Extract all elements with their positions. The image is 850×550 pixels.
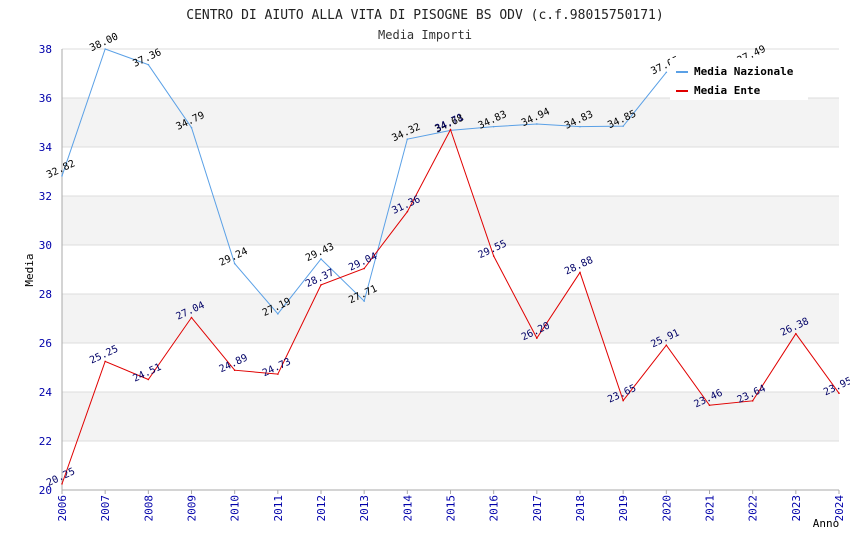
y-tick-label: 28: [39, 288, 52, 301]
x-tick-label: 2019: [617, 495, 630, 522]
data-point-0: [492, 125, 495, 128]
data-point-1: [277, 373, 279, 375]
data-point-1: [61, 483, 63, 485]
y-tick-label: 32: [39, 190, 52, 203]
data-point-0: [320, 258, 322, 260]
x-tick-label: 2021: [704, 495, 717, 522]
grid-band: [62, 294, 839, 343]
data-point-1: [449, 128, 452, 131]
data-point-1: [579, 271, 581, 274]
data-point-0: [665, 71, 668, 74]
x-tick-label: 2006: [56, 495, 69, 522]
y-tick-labels: 20 22 24 26 28 30 32 34 36 38: [39, 43, 53, 497]
x-tick-label: 2015: [445, 495, 458, 522]
data-point-0: [61, 175, 63, 177]
data-point-0: [190, 126, 193, 129]
data-point-1: [536, 337, 538, 339]
y-tick-label: 34: [39, 141, 53, 154]
x-tick-label: 2024: [833, 495, 846, 522]
x-tick-label: 2011: [272, 495, 285, 522]
legend-box: [670, 58, 808, 100]
data-point-1: [363, 267, 365, 270]
grid-band: [62, 392, 839, 441]
chart-title: CENTRO DI AIUTO ALLA VITA DI PISOGNE BS …: [186, 8, 663, 23]
data-point-1: [751, 400, 754, 402]
x-tick-label: 2010: [229, 495, 242, 522]
x-tick-label: 2013: [358, 495, 371, 522]
data-point-0: [622, 125, 624, 127]
data-point-0: [104, 48, 106, 50]
axes: [61, 49, 840, 494]
data-point-1: [406, 210, 409, 213]
grid-bands: [62, 49, 839, 490]
legend-label-nazionale: Media Nazionale: [694, 65, 794, 78]
grid-lines: [62, 48, 839, 491]
y-axis-label: Media: [23, 253, 36, 286]
x-tick-label: 2007: [99, 495, 112, 522]
x-tick-label: 2012: [315, 495, 328, 522]
x-tick-label: 2017: [531, 495, 544, 522]
y-tick-label: 22: [39, 435, 52, 448]
x-tick-label: 2009: [186, 495, 199, 522]
x-tick-label: 2022: [747, 495, 760, 522]
data-point-1: [838, 392, 840, 395]
y-tick-label: 26: [39, 337, 52, 350]
x-axis-label: Anno: [813, 517, 840, 530]
data-point-0: [363, 300, 365, 302]
grid-band: [62, 441, 839, 490]
grid-band: [62, 147, 839, 196]
grid-band: [62, 196, 839, 245]
data-point-0: [406, 138, 409, 140]
data-point-1: [233, 369, 236, 371]
y-tick-label: 24: [39, 386, 53, 399]
data-point-0: [277, 313, 279, 315]
x-tick-label: 2023: [790, 495, 803, 522]
data-point-0: [147, 63, 150, 66]
data-point-1: [795, 332, 797, 335]
x-tick-labels: 2006 2007 2008 2009 2010 2011 2012 2013 2014 2015…: [56, 495, 846, 522]
x-tick-label: 2018: [574, 495, 587, 522]
data-point-0: [233, 262, 236, 265]
grid-band: [62, 98, 839, 147]
y-tick-label: 30: [39, 239, 52, 252]
series-lines: [61, 48, 840, 485]
x-tick-label: 2020: [660, 495, 673, 522]
legend-label-ente: Media Ente: [694, 84, 761, 97]
data-point-1: [492, 255, 495, 257]
x-tick-label: 2016: [488, 495, 501, 522]
data-point-0: [536, 123, 538, 125]
chart-subtitle: Media Importi: [378, 28, 472, 42]
grid-band: [62, 245, 839, 294]
grid-band: [62, 343, 839, 392]
data-point-1: [190, 316, 193, 319]
y-tick-label: 36: [39, 92, 52, 105]
x-tick-label: 2008: [142, 495, 155, 522]
data-point-0: [579, 125, 581, 128]
x-tick-label: 2014: [401, 495, 414, 522]
data-point-1: [622, 399, 624, 402]
y-tick-label: 38: [39, 43, 52, 56]
legend: Media Nazionale Media Ente: [670, 58, 808, 100]
data-point-1: [320, 284, 322, 286]
y-tick-label: 20: [39, 484, 52, 497]
data-point-1: [708, 404, 711, 407]
data-point-1: [665, 344, 668, 347]
data-point-1: [147, 378, 150, 381]
data-point-1: [104, 360, 106, 363]
